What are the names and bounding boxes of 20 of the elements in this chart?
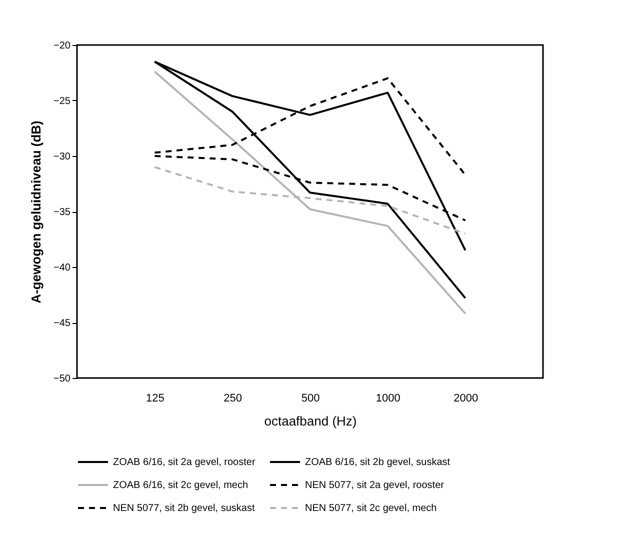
legend-label: ZOAB 6/16, sit 2a gevel, rooster: [113, 457, 256, 468]
legend-label: NEN 5077, sit 2a gevel, rooster: [305, 480, 445, 491]
legend-label: NEN 5077, sit 2c gevel, mech: [305, 503, 437, 514]
x-tick-label: 500: [301, 392, 320, 404]
x-tick-label: 2000: [454, 392, 478, 404]
x-axis-title: octaafband (Hz): [264, 414, 357, 428]
x-tick-label: 1000: [376, 392, 400, 404]
y-tick-label: −25: [54, 96, 71, 107]
x-tick-label: 250: [224, 392, 242, 404]
y-tick-label: −40: [54, 262, 71, 274]
x-tick-label: 125: [146, 392, 164, 404]
y-tick-label: −20: [54, 40, 71, 52]
y-tick-label: −30: [54, 152, 71, 162]
y-tick-label: −45: [54, 318, 71, 329]
y-tick-label: −50: [54, 374, 71, 384]
y-tick-label: −35: [54, 207, 71, 218]
y-axis-title: A-gewogen geluidniveau (dB): [28, 120, 44, 304]
legend-label: ZOAB 6/16, sit 2b gevel, suskast: [305, 457, 450, 468]
legend-label: ZOAB 6/16, sit 2c gevel, mech: [113, 480, 248, 491]
legend-label: NEN 5077, sit 2b gevel, suskast: [113, 503, 255, 514]
